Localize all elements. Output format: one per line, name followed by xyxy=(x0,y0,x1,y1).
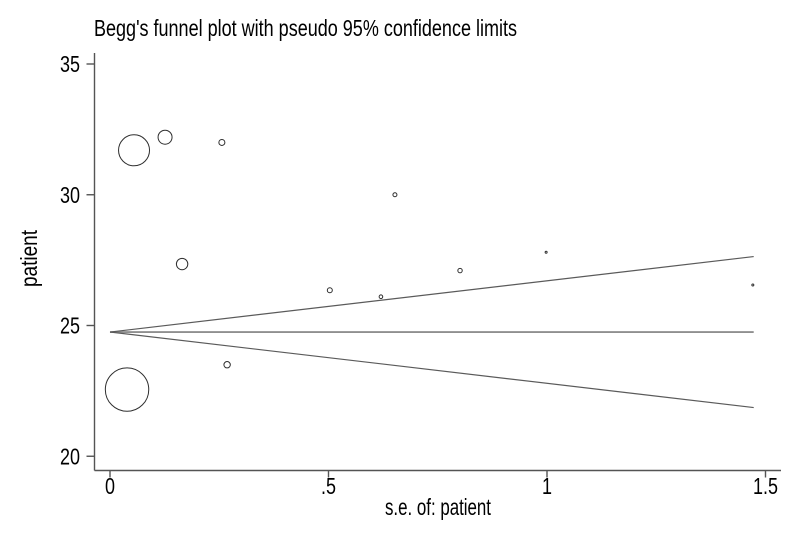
x-axis-ticks: 0 .5 1 1.5 xyxy=(105,470,778,499)
axes xyxy=(93,53,781,472)
study-marker xyxy=(118,134,151,167)
x-tick-label: .5 xyxy=(321,473,336,499)
study-markers xyxy=(104,129,755,412)
study-marker xyxy=(218,138,226,146)
x-axis-label: s.e. of: patient xyxy=(385,494,491,520)
study-marker xyxy=(544,250,548,254)
funnel-confidence-lines xyxy=(109,255,754,409)
study-marker xyxy=(457,267,463,274)
lower-confidence-limit-line xyxy=(109,331,754,409)
y-axis-label: patient xyxy=(16,230,42,287)
y-tick-label: 20 xyxy=(60,443,80,469)
y-tick-label: 30 xyxy=(60,182,80,208)
y-tick-label: 25 xyxy=(60,313,80,339)
study-marker xyxy=(223,361,231,369)
y-axis-ticks: 20 25 30 35 xyxy=(60,51,95,469)
y-tick-label: 35 xyxy=(60,51,80,77)
x-tick-label: 1.5 xyxy=(753,473,778,499)
study-marker xyxy=(326,287,333,294)
study-marker xyxy=(157,129,173,145)
upper-confidence-limit-line xyxy=(109,255,754,333)
chart-title: Begg's funnel plot with pseudo 95% confi… xyxy=(94,15,517,41)
study-marker xyxy=(175,257,189,271)
study-marker xyxy=(378,294,384,300)
study-marker xyxy=(392,192,398,198)
study-marker xyxy=(751,283,755,287)
x-tick-label: 1 xyxy=(542,473,552,499)
study-marker xyxy=(104,367,150,412)
x-tick-label: 0 xyxy=(105,473,115,499)
